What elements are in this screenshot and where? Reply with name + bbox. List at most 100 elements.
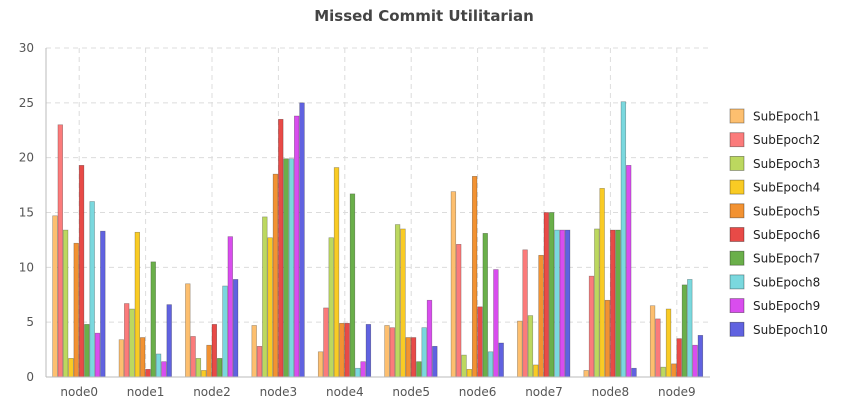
y-tick-label: 0 bbox=[26, 370, 34, 384]
bar-subepoch2-node5 bbox=[389, 327, 395, 378]
bar-subepoch1-node1 bbox=[118, 339, 125, 378]
bar-subepoch4-node9 bbox=[665, 308, 672, 378]
bar-subepoch7-node8 bbox=[615, 229, 621, 378]
legend-swatch bbox=[729, 227, 745, 242]
legend-swatch bbox=[729, 203, 745, 219]
bar-subepoch4-node0 bbox=[68, 358, 74, 378]
bar-subepoch1-node6 bbox=[450, 191, 457, 378]
bar-subepoch2-node6 bbox=[456, 244, 462, 378]
legend-label: SubEpoch10 bbox=[753, 323, 828, 337]
bar-subepoch8-node8 bbox=[620, 101, 627, 378]
legend-swatch bbox=[729, 132, 745, 148]
x-tick-label: node9 bbox=[658, 385, 696, 399]
bar-subepoch3-node0 bbox=[62, 229, 69, 378]
legend-label: SubEpoch3 bbox=[753, 157, 820, 171]
bar-subepoch8-node7 bbox=[554, 229, 560, 378]
bar-subepoch4-node3 bbox=[267, 237, 273, 378]
bar-subepoch5-node5 bbox=[405, 337, 411, 378]
legend-swatch bbox=[729, 250, 745, 266]
bar-subepoch4-node5 bbox=[400, 228, 406, 378]
bar-subepoch7-node2 bbox=[217, 358, 223, 378]
bar-subepoch4-node2 bbox=[201, 370, 207, 378]
bar-subepoch2-node8 bbox=[588, 275, 595, 378]
bar-subepoch1-node7 bbox=[517, 320, 523, 378]
legend-swatch bbox=[729, 155, 745, 171]
bar-subepoch6-node2 bbox=[211, 324, 218, 378]
bar-subepoch7-node1 bbox=[150, 261, 156, 378]
bar-subepoch8-node9 bbox=[687, 279, 693, 378]
legend-label: SubEpoch5 bbox=[753, 204, 820, 218]
bar-subepoch9-node4 bbox=[360, 361, 366, 378]
bar-subepoch3-node1 bbox=[129, 308, 135, 378]
bar-subepoch6-node0 bbox=[78, 165, 85, 378]
bar-subepoch4-node6 bbox=[466, 369, 472, 378]
bar-subepoch10-node4 bbox=[365, 324, 372, 378]
bar-subepoch1-node8 bbox=[583, 370, 589, 378]
bar-subepoch6-node3 bbox=[278, 118, 284, 378]
legend-label: SubEpoch1 bbox=[753, 110, 820, 124]
bar-subepoch2-node4 bbox=[323, 307, 329, 378]
y-tick-label: 20 bbox=[19, 151, 34, 165]
bar-subepoch10-node6 bbox=[498, 342, 504, 378]
legend-swatch bbox=[729, 108, 745, 124]
bar-subepoch2-node1 bbox=[124, 303, 130, 378]
bar-subepoch3-node2 bbox=[195, 358, 202, 378]
bar-subepoch4-node4 bbox=[333, 167, 340, 378]
bar-subepoch1-node3 bbox=[251, 325, 257, 378]
legend-swatch bbox=[729, 321, 745, 337]
x-tick-label: node0 bbox=[60, 385, 98, 399]
bar-subepoch2-node0 bbox=[57, 124, 63, 378]
bar-subepoch7-node4 bbox=[349, 193, 356, 378]
bar-subepoch6-node7 bbox=[543, 212, 550, 378]
bar-subepoch1-node0 bbox=[52, 215, 58, 378]
bar-subepoch3-node5 bbox=[394, 224, 401, 378]
chart-title: Missed Commit Utilitarian bbox=[314, 7, 534, 25]
y-tick-label: 30 bbox=[19, 41, 34, 55]
bar-subepoch3-node4 bbox=[328, 237, 334, 378]
bar-subepoch9-node9 bbox=[692, 344, 698, 378]
bar-subepoch9-node5 bbox=[426, 299, 433, 378]
bar-subepoch6-node5 bbox=[410, 337, 417, 378]
legend-label: SubEpoch4 bbox=[753, 181, 820, 195]
bar-subepoch10-node1 bbox=[166, 304, 172, 378]
bar-subepoch4-node7 bbox=[533, 364, 539, 378]
bar-subepoch6-node9 bbox=[676, 338, 682, 378]
bar-subepoch1-node4 bbox=[317, 351, 324, 378]
bar-subepoch5-node0 bbox=[73, 242, 79, 378]
bar-subepoch7-node6 bbox=[482, 233, 488, 378]
y-tick-label: 5 bbox=[26, 315, 34, 329]
bar-subepoch7-node7 bbox=[549, 212, 555, 378]
bar-subepoch10-node7 bbox=[564, 229, 571, 378]
bar-subepoch10-node0 bbox=[100, 230, 106, 378]
x-tick-label: node4 bbox=[326, 385, 364, 399]
x-tick-label: node3 bbox=[260, 385, 298, 399]
bar-subepoch9-node8 bbox=[626, 165, 632, 378]
x-tick-label: node5 bbox=[392, 385, 430, 399]
bar-subepoch1-node5 bbox=[384, 325, 390, 378]
bar-subepoch10-node2 bbox=[232, 279, 239, 378]
legend-label: SubEpoch8 bbox=[753, 275, 820, 289]
bar-subepoch1-node9 bbox=[649, 305, 656, 378]
bar-subepoch3-node3 bbox=[262, 216, 268, 378]
bar-subepoch8-node5 bbox=[421, 327, 427, 378]
legend-label: SubEpoch9 bbox=[753, 299, 820, 313]
bar-subepoch9-node2 bbox=[227, 236, 233, 378]
bar-subepoch5-node4 bbox=[339, 322, 345, 378]
bar-subepoch3-node7 bbox=[527, 315, 534, 378]
bar-subepoch10-node3 bbox=[299, 102, 305, 378]
legend-swatch bbox=[729, 298, 745, 314]
bar-subepoch2-node9 bbox=[655, 318, 661, 378]
bar-subepoch6-node8 bbox=[610, 229, 616, 378]
bar-subepoch7-node9 bbox=[681, 284, 688, 378]
legend-label: SubEpoch7 bbox=[753, 252, 820, 266]
bar-subepoch8-node0 bbox=[89, 201, 95, 378]
legend-swatch bbox=[729, 179, 745, 195]
bar-subepoch9-node3 bbox=[294, 115, 300, 378]
bar-subepoch7-node5 bbox=[416, 361, 422, 378]
bar-subepoch5-node7 bbox=[538, 254, 544, 378]
y-tick-label: 25 bbox=[19, 96, 34, 110]
bar-subepoch5-node9 bbox=[671, 363, 677, 378]
legend-swatch bbox=[729, 274, 745, 290]
